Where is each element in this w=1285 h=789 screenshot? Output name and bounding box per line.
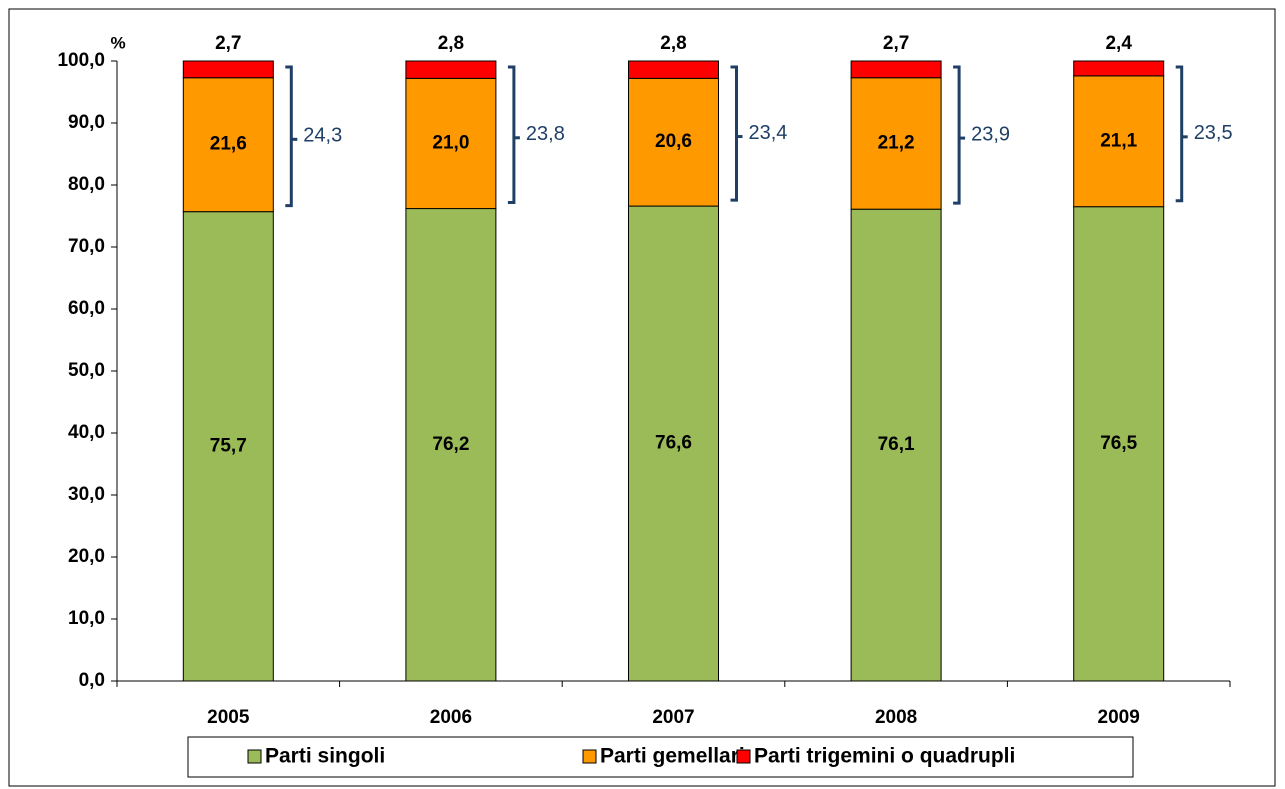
- value-label: 21,0: [432, 132, 469, 153]
- legend-swatch: [247, 749, 262, 764]
- value-label: 75,7: [210, 435, 247, 456]
- bracket: [507, 65, 516, 205]
- x-tick-label: 2009: [1098, 707, 1140, 728]
- bracket-label: 23,5: [1194, 122, 1233, 144]
- value-label: 21,6: [210, 134, 247, 155]
- bracket-label: 23,4: [749, 122, 788, 144]
- bar-segment: [628, 77, 719, 207]
- x-tick-label: 2006: [430, 707, 472, 728]
- y-tick-label: 40,0: [68, 422, 105, 443]
- bracket: [953, 65, 961, 205]
- y-tick-label: 20,0: [68, 546, 105, 567]
- value-label: 2,8: [438, 33, 464, 54]
- value-label: 20,6: [655, 131, 692, 152]
- value-label: 2,7: [883, 33, 909, 54]
- bar-segment: [1073, 60, 1165, 77]
- value-label: 21,2: [878, 132, 915, 153]
- bar-segment: [405, 60, 497, 79]
- value-label: 76,5: [1100, 433, 1137, 454]
- bar-segment: [182, 211, 274, 682]
- y-tick-label: 70,0: [68, 236, 105, 257]
- bar-segment: [405, 77, 497, 210]
- y-tick-label: 100,0: [57, 50, 105, 71]
- legend-label: Parti trigemini o quadrupli: [754, 745, 1015, 768]
- y-tick-label: 0,0: [79, 670, 105, 691]
- bar-segment: [182, 60, 274, 79]
- x-tick-label: 2005: [207, 707, 250, 728]
- legend-box: [187, 736, 1134, 778]
- legend-swatch: [736, 749, 751, 764]
- y-tick-label: 50,0: [68, 360, 105, 381]
- y-axis-label: %: [110, 33, 125, 52]
- bar-segment: [850, 60, 942, 79]
- x-tick-label: 2007: [652, 707, 694, 728]
- legend-label: Parti singoli: [265, 745, 385, 768]
- y-tick-label: 10,0: [68, 608, 105, 629]
- legend-swatch: [582, 749, 597, 764]
- value-label: 2,7: [215, 33, 241, 54]
- bar-segment: [850, 208, 942, 682]
- bracket-label: 23,9: [971, 123, 1010, 145]
- y-tick-label: 80,0: [68, 174, 105, 195]
- value-label: 76,6: [655, 433, 692, 454]
- y-tick-label: 90,0: [68, 112, 105, 133]
- bracket: [285, 65, 293, 208]
- bar-segment: [628, 60, 719, 79]
- bar-segment: [628, 205, 719, 682]
- legend-label: Parti gemellari: [600, 745, 745, 768]
- y-tick-label: 60,0: [68, 298, 105, 319]
- bar-segment: [1073, 75, 1165, 208]
- y-tick-label: 30,0: [68, 484, 105, 505]
- bar-segment: [850, 77, 942, 210]
- value-label: 2,8: [660, 33, 686, 54]
- bracket-label: 24,3: [303, 125, 342, 147]
- value-label: 76,1: [878, 434, 915, 455]
- bracket: [1175, 65, 1184, 203]
- bracket-label: 23,8: [526, 123, 565, 145]
- bracket: [730, 65, 738, 202]
- value-label: 2,4: [1105, 33, 1132, 54]
- value-label: 76,2: [432, 434, 469, 455]
- x-tick-label: 2008: [875, 707, 917, 728]
- bar-segment: [182, 77, 274, 213]
- bar-segment: [1073, 206, 1165, 682]
- value-label: 21,1: [1100, 130, 1137, 151]
